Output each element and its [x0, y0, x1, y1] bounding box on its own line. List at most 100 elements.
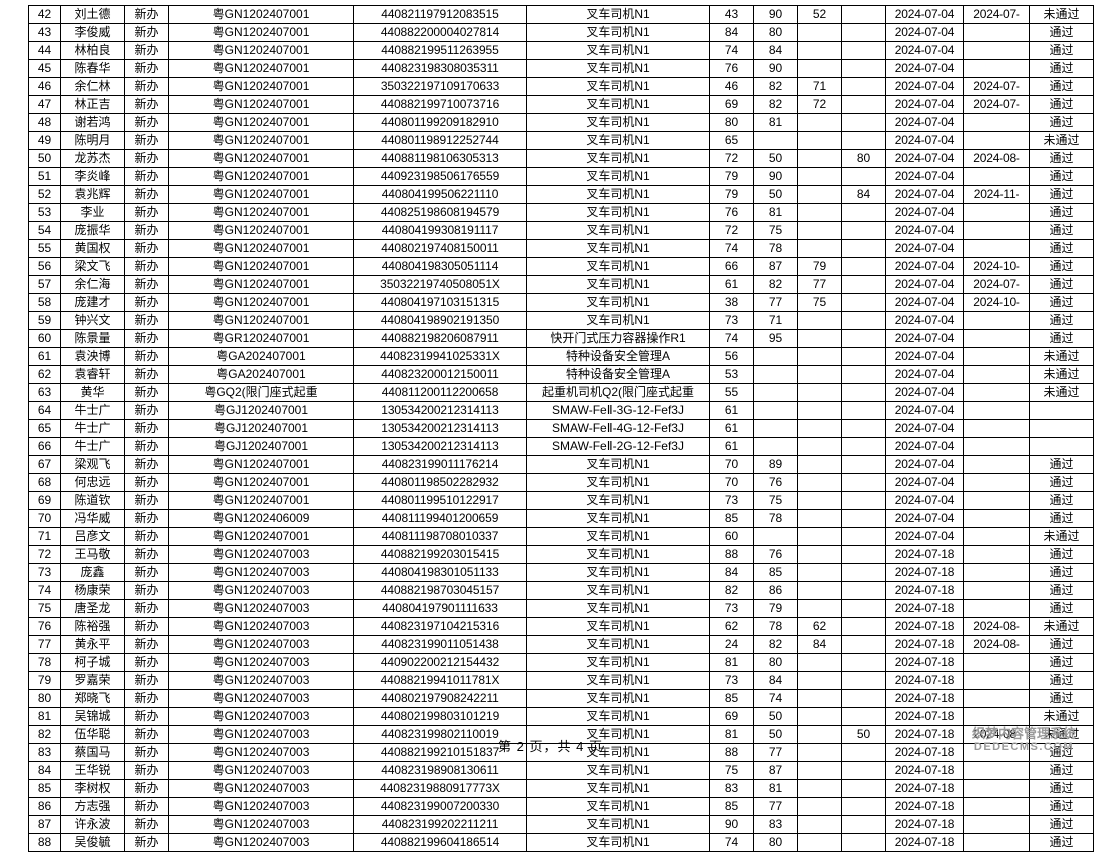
- cell-score-4: 84: [841, 185, 886, 204]
- cell-score-3: 62: [797, 617, 842, 636]
- cell-retake-date: 2024-07-: [963, 77, 1030, 96]
- cell-exam-item: 叉车司机N1: [526, 527, 710, 546]
- cell-result: 通过: [1029, 599, 1094, 618]
- cell-cert: 粤GN1202407001: [168, 311, 354, 330]
- cell-retake-date: 2024-08-: [963, 635, 1030, 654]
- cell-score-4: [841, 617, 886, 636]
- cell-exam-date: 2024-07-04: [885, 131, 964, 150]
- cell-score-2: 81: [753, 203, 798, 222]
- cell-cert: 粤GN1202407001: [168, 149, 354, 168]
- table-row: 61 袁泱博 新办 粤GA202407001 44082319941025331X 特种设…: [28, 347, 1094, 366]
- cell-score-3: [797, 329, 842, 348]
- cell-cert: 粤GN1202407001: [168, 203, 354, 222]
- cell-score-4: [841, 5, 886, 24]
- cell-result: 通过: [1029, 689, 1094, 708]
- cell-type: 新办: [124, 491, 169, 510]
- cell-retake-date: [963, 779, 1030, 798]
- cell-result: 未通过: [1029, 5, 1094, 24]
- cell-score-1: 73: [709, 671, 754, 690]
- cell-exam-date: 2024-07-04: [885, 239, 964, 258]
- cell-exam-item: 叉车司机N1: [526, 275, 710, 294]
- cell-id-number: 44082319941025331X: [353, 347, 527, 366]
- cell-retake-date: 2024-07-: [963, 95, 1030, 114]
- cell-id-number: 440804197901111633: [353, 599, 527, 618]
- cell-type: 新办: [124, 77, 169, 96]
- cell-score-3: [797, 671, 842, 690]
- cell-score-4: [841, 653, 886, 672]
- cell-cert: 粤GN1202407001: [168, 257, 354, 276]
- cell-exam-date: 2024-07-04: [885, 311, 964, 330]
- cell-name: 梁文飞: [60, 257, 125, 276]
- cell-exam-item: 叉车司机N1: [526, 635, 710, 654]
- cell-exam-date: 2024-07-04: [885, 23, 964, 42]
- cell-score-1: 75: [709, 761, 754, 780]
- cell-exam-item: 叉车司机N1: [526, 545, 710, 564]
- cell-type: 新办: [124, 563, 169, 582]
- cell-seq: 61: [28, 347, 61, 366]
- cell-retake-date: [963, 59, 1030, 78]
- cell-cert: 粤GJ1202407001: [168, 401, 354, 420]
- cell-retake-date: [963, 599, 1030, 618]
- cell-seq: 56: [28, 257, 61, 276]
- cell-result: 通过: [1029, 203, 1094, 222]
- cell-name: 陈道钦: [60, 491, 125, 510]
- cell-name: 何忠远: [60, 473, 125, 492]
- cell-id-number: 350322197109170633: [353, 77, 527, 96]
- cell-name: 李业: [60, 203, 125, 222]
- cell-score-2: 82: [753, 95, 798, 114]
- cell-score-2: 74: [753, 689, 798, 708]
- document-page: 42 刘土德 新办 粤GN1202407001 440821197912083515 叉车…: [28, 5, 1094, 852]
- cell-retake-date: 2024-07-: [963, 5, 1030, 24]
- cell-cert: 粤GN1202407001: [168, 455, 354, 474]
- cell-exam-date: 2024-07-18: [885, 563, 964, 582]
- cell-name: 庞振华: [60, 221, 125, 240]
- certification-records-table: 42 刘土德 新办 粤GN1202407001 440821197912083515 叉车…: [28, 5, 1094, 852]
- cell-exam-date: 2024-07-04: [885, 509, 964, 528]
- cell-id-number: 440882198206087911: [353, 329, 527, 348]
- cell-name: 罗嘉荣: [60, 671, 125, 690]
- cell-cert: 粤GN1202407003: [168, 797, 354, 816]
- cell-type: 新办: [124, 635, 169, 654]
- cell-score-3: [797, 473, 842, 492]
- cell-score-3: 84: [797, 635, 842, 654]
- cell-retake-date: [963, 545, 1030, 564]
- cell-score-2: 95: [753, 329, 798, 348]
- cell-score-1: 88: [709, 545, 754, 564]
- table-row: 43 李俊威 新办 粤GN1202407001 440882200004027814 叉车…: [28, 23, 1094, 42]
- cell-score-4: [841, 221, 886, 240]
- cell-score-3: [797, 545, 842, 564]
- cell-result: 通过: [1029, 635, 1094, 654]
- cell-type: 新办: [124, 113, 169, 132]
- table-row: 45 陈春华 新办 粤GN1202407001 440823198308035311 叉车…: [28, 59, 1094, 78]
- cell-cert: 粤GN1202407003: [168, 617, 354, 636]
- cell-cert: 粤GJ1202407001: [168, 437, 354, 456]
- cell-score-4: [841, 833, 886, 852]
- cell-score-3: [797, 779, 842, 798]
- cell-score-4: [841, 59, 886, 78]
- cell-score-2: [753, 383, 798, 402]
- cell-score-4: [841, 23, 886, 42]
- cell-score-4: [841, 383, 886, 402]
- cell-score-2: 75: [753, 491, 798, 510]
- cell-cert: 粤GN1202407003: [168, 545, 354, 564]
- cell-seq: 64: [28, 401, 61, 420]
- cell-retake-date: [963, 131, 1030, 150]
- table-row: 54 庞振华 新办 粤GN1202407001 440804199308191117 叉车…: [28, 221, 1094, 240]
- cell-exam-item: 叉车司机N1: [526, 167, 710, 186]
- cell-score-3: [797, 599, 842, 618]
- cell-exam-item: SMAW-FeⅡ-2G-12-Fef3J: [526, 437, 710, 456]
- cell-type: 新办: [124, 581, 169, 600]
- cell-cert: 粤GN1202407001: [168, 41, 354, 60]
- cell-retake-date: 2024-10-: [963, 293, 1030, 312]
- cell-score-4: [841, 707, 886, 726]
- cell-score-3: [797, 347, 842, 366]
- cell-exam-item: 叉车司机N1: [526, 77, 710, 96]
- cell-seq: 65: [28, 419, 61, 438]
- table-row: 70 冯华威 新办 粤GN1202406009 440811199401200659 叉车…: [28, 509, 1094, 528]
- cell-retake-date: [963, 311, 1030, 330]
- cell-exam-item: 叉车司机N1: [526, 311, 710, 330]
- table-row: 46 余仁林 新办 粤GN1202407001 350322197109170633 叉车…: [28, 77, 1094, 96]
- cell-id-number: 440802197408150011: [353, 239, 527, 258]
- cell-score-3: 79: [797, 257, 842, 276]
- cell-seq: 60: [28, 329, 61, 348]
